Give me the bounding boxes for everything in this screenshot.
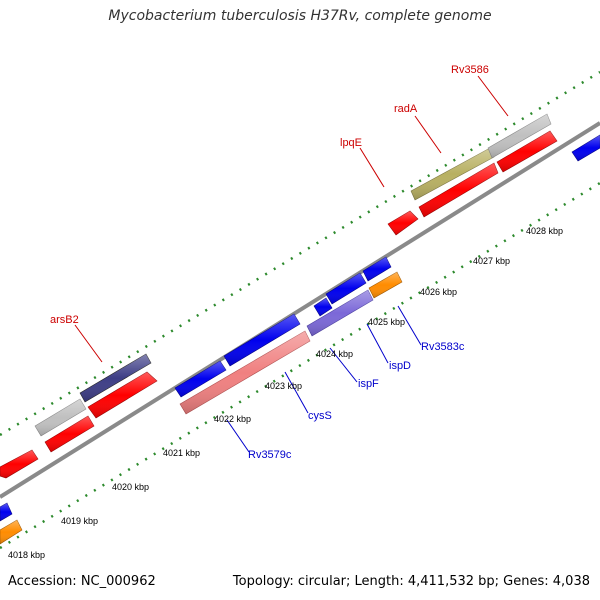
- gene-blue-1[interactable]: [174, 360, 227, 398]
- kbp-label-4023: 4023 kbp: [265, 381, 302, 391]
- gene-blue-top-right[interactable]: [571, 134, 600, 162]
- bottom-leader-lines: [226, 305, 422, 453]
- gene-highlight: [224, 314, 300, 366]
- gene-red-2[interactable]: [44, 415, 95, 453]
- gene-highlight: [175, 361, 226, 397]
- gene-highlight: [572, 135, 600, 161]
- gene-red-1[interactable]: [87, 371, 158, 419]
- gene-highlight: [363, 257, 391, 281]
- gene-label-Rv3586: Rv3586: [451, 64, 489, 76]
- gene-highlight: [419, 163, 498, 217]
- gene-red-4[interactable]: [418, 162, 499, 218]
- kbp-label-4024: 4024 kbp: [316, 349, 353, 359]
- gene-grey-2[interactable]: [487, 113, 552, 159]
- top-leader-lines: [74, 75, 509, 363]
- kbp-label-4025: 4025 kbp: [368, 317, 405, 327]
- upper-dotted-line: [0, 70, 600, 437]
- gene-label-Rv3583c: Rv3583c: [421, 341, 465, 353]
- accession-text: Accession: NC_000962: [8, 574, 156, 589]
- gene-blue-5[interactable]: [362, 256, 392, 282]
- gene-label-radA: radA: [394, 103, 418, 115]
- gene-label-arsB2: arsB2: [50, 314, 79, 326]
- kbp-label-4020: 4020 kbp: [112, 482, 149, 492]
- gene-label-cysS: cysS: [308, 410, 332, 422]
- gene-orange-1[interactable]: [368, 271, 403, 299]
- gene-highlight: [411, 148, 494, 200]
- kbp-label-4018: 4018 kbp: [8, 550, 45, 560]
- kbp-label-4027: 4027 kbp: [473, 256, 510, 266]
- gene-red-6[interactable]: [387, 210, 419, 236]
- gene-highlight: [88, 372, 157, 418]
- gene-blue-2[interactable]: [223, 313, 301, 367]
- gene-blue-4[interactable]: [325, 272, 367, 305]
- lower-dotted-line: [0, 181, 600, 550]
- gene-highlight: [0, 520, 22, 544]
- gene-highlight: [180, 331, 310, 414]
- genome-summary-text: Topology: circular; Length: 4,411,532 bp…: [232, 574, 590, 589]
- gene-orange-2[interactable]: [0, 519, 23, 545]
- gene-blue-3[interactable]: [313, 297, 333, 317]
- gene-highlight: [80, 354, 151, 402]
- gene-slate[interactable]: [79, 353, 152, 403]
- gene-highlight: [314, 298, 332, 316]
- gene-highlight: [307, 290, 373, 336]
- gene-blue-6[interactable]: [0, 502, 13, 522]
- gene-red-5[interactable]: [496, 130, 558, 173]
- kbp-label-4028: 4028 kbp: [526, 226, 563, 236]
- gene-label-lpqE: lpqE: [340, 137, 362, 149]
- kbp-label-4021: 4021 kbp: [163, 448, 200, 458]
- gene-highlight: [369, 272, 402, 298]
- map-title: Mycobacterium tuberculosis H37Rv, comple…: [108, 8, 492, 24]
- gene-pink[interactable]: [179, 330, 311, 415]
- gene-red-3[interactable]: [0, 449, 39, 479]
- gene-label-Rv3579c: Rv3579c: [248, 449, 292, 461]
- gene-highlight: [326, 273, 366, 304]
- kbp-label-4022: 4022 kbp: [214, 414, 251, 424]
- genome-backbone: [0, 121, 600, 499]
- gene-highlight: [0, 450, 38, 478]
- gene-highlight: [488, 114, 551, 158]
- gene-grey-1[interactable]: [34, 398, 87, 437]
- gene-highlight: [0, 503, 12, 521]
- gene-highlight: [35, 399, 86, 436]
- gene-highlight: [45, 416, 94, 452]
- kbp-label-4026: 4026 kbp: [420, 287, 457, 297]
- gene-label-ispF: ispF: [358, 378, 379, 390]
- gene-highlight: [388, 211, 418, 235]
- gene-highlight: [497, 131, 557, 172]
- kbp-label-4019: 4019 kbp: [61, 516, 98, 526]
- gene-lavender[interactable]: [306, 289, 374, 337]
- gene-label-ispD: ispD: [389, 360, 411, 372]
